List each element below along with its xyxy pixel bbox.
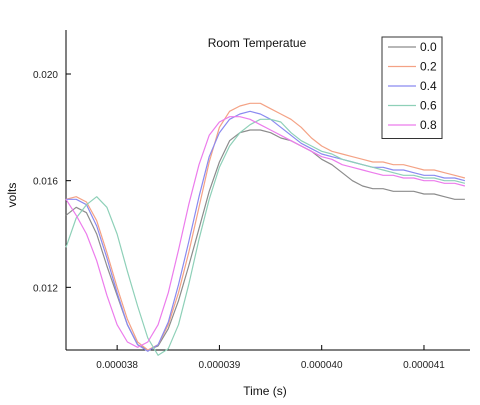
chart-title: Room Temperatue: [208, 36, 307, 50]
x-axis-title: Time (s): [243, 384, 287, 398]
series-line-0.4: [66, 110, 466, 352]
series-lines: [65, 102, 466, 356]
ticks: 0.000038 0.000039 0.000040 0.000041 0.012 0.0…: [33, 70, 445, 371]
x-tick-label: 0.000038: [96, 360, 138, 371]
legend-label-0.2: 0.2: [420, 60, 437, 74]
x-tick-label: 0.000040: [301, 360, 343, 371]
legend-label-0.8: 0.8: [420, 118, 437, 132]
y-tick-label: 0.016: [33, 177, 58, 188]
x-tick-label: 0.000041: [403, 360, 445, 371]
series-line-0.2: [65, 102, 466, 351]
y-axis-title: volts: [5, 183, 19, 208]
legend: 0.0 0.2 0.4 0.6 0.8: [381, 36, 443, 139]
legend-label-0.4: 0.4: [420, 79, 437, 93]
y-tick-label: 0.020: [33, 70, 58, 81]
legend-box: [381, 36, 443, 139]
y-tick-label: 0.012: [33, 283, 58, 294]
legend-label-0.6: 0.6: [420, 99, 437, 113]
x-tick-label: 0.000039: [199, 360, 241, 371]
series-line-0.8: [65, 116, 466, 348]
series-line-0.6: [65, 118, 466, 356]
legend-label-0.0: 0.0: [420, 40, 437, 54]
axes: [65, 30, 470, 351]
